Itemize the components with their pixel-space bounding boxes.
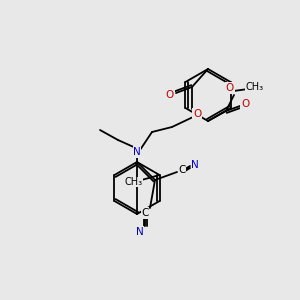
Text: N: N — [191, 160, 199, 170]
Text: O: O — [166, 90, 174, 100]
Text: N: N — [133, 147, 141, 157]
Text: CH₃: CH₃ — [246, 82, 264, 92]
Text: O: O — [226, 83, 234, 93]
Text: C: C — [178, 165, 186, 175]
Text: O: O — [193, 109, 201, 119]
Text: O: O — [241, 99, 249, 109]
Text: N: N — [136, 227, 144, 237]
Text: CH₃: CH₃ — [124, 177, 142, 187]
Text: C: C — [141, 208, 149, 218]
